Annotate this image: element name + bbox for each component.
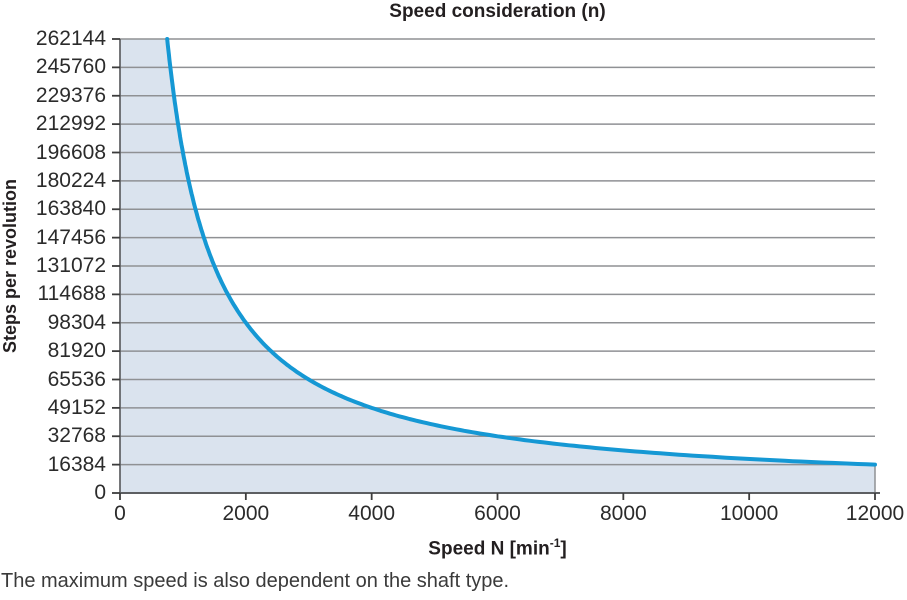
- y-tick-label: 98304: [47, 310, 106, 334]
- chart-title: Speed consideration (n): [389, 1, 606, 22]
- x-tick-label: 10000: [719, 502, 779, 525]
- x-axis-title-base: Speed N [min: [428, 538, 550, 560]
- y-tick-label: 81920: [47, 339, 106, 363]
- y-tick-label: 262144: [35, 27, 106, 50]
- y-tick-label: 65536: [47, 367, 106, 391]
- y-tick-label: 16384: [47, 452, 106, 476]
- x-axis-title-close: ]: [560, 538, 567, 560]
- y-tick-label: 245760: [35, 55, 106, 79]
- y-tick-label: 114688: [37, 282, 106, 306]
- y-tick-label: 163840: [35, 197, 106, 221]
- x-tick-label: 8000: [599, 502, 647, 525]
- speed-curve: [165, 37, 877, 467]
- y-tick-label: 180224: [35, 168, 106, 192]
- figure-caption: The maximum speed is also dependent on t…: [1, 570, 510, 592]
- y-tick-label: 229376: [35, 83, 106, 107]
- x-tick-label: 6000: [474, 502, 521, 525]
- x-tick-label: 0: [114, 502, 126, 525]
- x-axis-title: Speed N [min-1]: [120, 536, 875, 560]
- x-tick-label: 12000: [845, 502, 905, 525]
- y-tick-label: 131072: [35, 254, 106, 277]
- y-tick-label: 212992: [35, 112, 106, 136]
- y-axis-title: Steps per revolution: [0, 178, 20, 354]
- x-axis-title-superscript: -1: [549, 536, 561, 550]
- y-tick-label: 49152: [47, 395, 106, 419]
- y-tick-label: 196608: [35, 140, 106, 164]
- x-tick-label: 2000: [222, 502, 270, 525]
- y-tick-label: 32768: [47, 424, 106, 448]
- x-tick-label: 4000: [348, 502, 396, 525]
- y-tick-label: 0: [94, 481, 106, 504]
- y-tick-label: 147456: [35, 225, 106, 249]
